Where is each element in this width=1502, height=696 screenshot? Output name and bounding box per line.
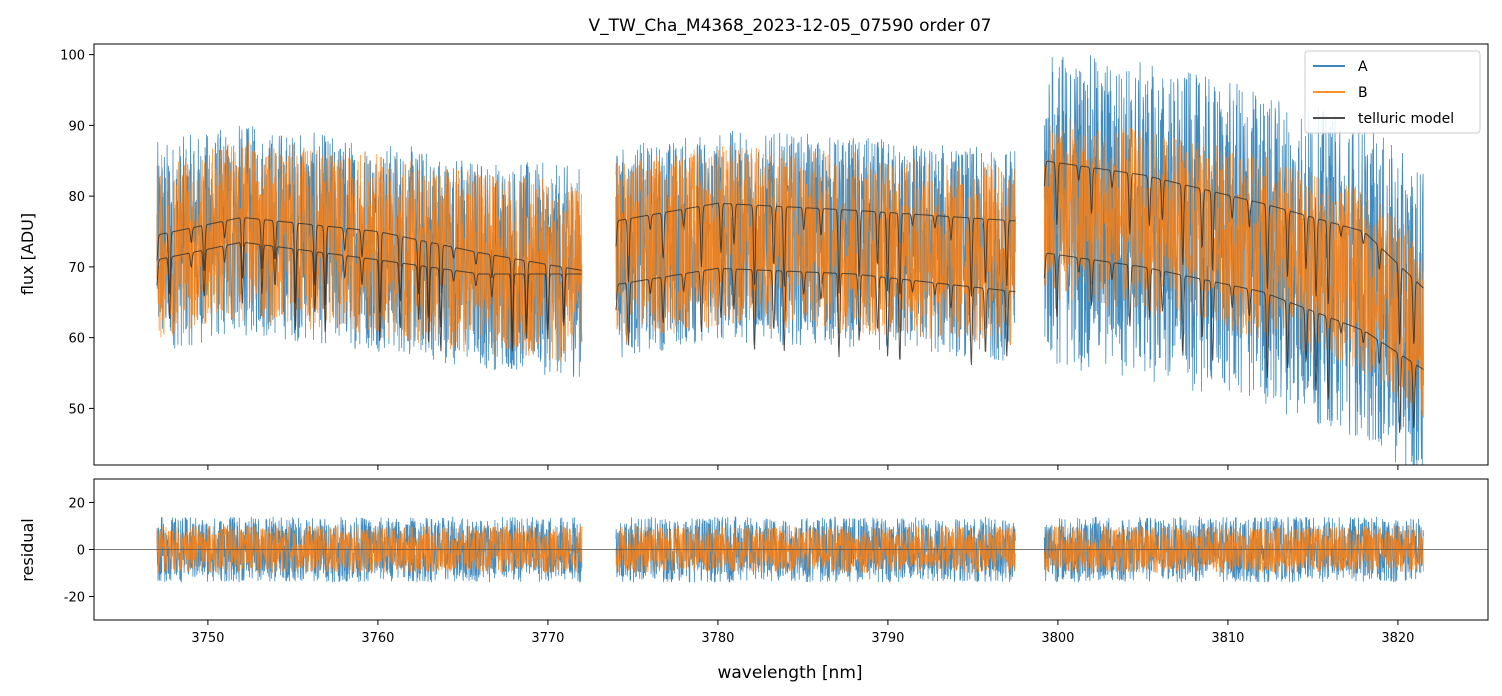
x-tick-label: 3780 xyxy=(701,631,734,646)
telluric-model-line xyxy=(1043,252,1424,433)
x-tick-label: 3810 xyxy=(1211,631,1244,646)
y-tick-label: 90 xyxy=(68,119,85,134)
y-tick-label: -20 xyxy=(64,591,85,606)
residual-b-segment xyxy=(156,525,583,574)
legend-label-b: B xyxy=(1358,85,1368,101)
series-b-segment xyxy=(1043,118,1424,418)
telluric-model-line xyxy=(156,242,582,352)
x-axis-label: wavelength [nm] xyxy=(717,663,862,683)
y-tick-label: 20 xyxy=(68,497,85,512)
series-a-segment xyxy=(1043,55,1424,465)
legend-frame xyxy=(1304,50,1481,134)
x-tick-label: 3750 xyxy=(191,631,224,646)
top-panel-frame xyxy=(93,43,1489,466)
telluric-model-line xyxy=(1043,160,1424,345)
residual-b-segment xyxy=(1043,525,1424,574)
y-tick-label: 70 xyxy=(68,261,85,276)
telluric-model-line xyxy=(615,202,1016,297)
y-tick-label: 80 xyxy=(68,190,85,205)
residual-panel: -20 0 20 3750 3760 3770 3780 3790 3800 3810 3820 xyxy=(64,478,1489,646)
y-tick-label: 100 xyxy=(60,49,85,64)
legend: A B telluric model xyxy=(1304,50,1481,134)
legend-label-telluric: telluric model xyxy=(1358,111,1454,127)
x-tick-label: 3800 xyxy=(1041,631,1074,646)
series-b-segment xyxy=(615,145,1016,345)
x-tick-label: 3770 xyxy=(531,631,564,646)
x-tick-label: 3760 xyxy=(361,631,394,646)
y-tick-label: 0 xyxy=(77,544,85,559)
flux-panel: 50 60 70 80 90 100 xyxy=(60,43,1489,470)
chart-title: V_TW_Cha_M4368_2023-12-05_07590 order 07 xyxy=(589,16,992,36)
x-tick-label: 3790 xyxy=(871,631,904,646)
y-tick-label: 50 xyxy=(68,402,85,417)
series-b-segment xyxy=(156,138,583,362)
flux-axis-ylabel: flux [ADU] xyxy=(18,213,37,295)
residual-axis-ylabel: residual xyxy=(18,518,37,581)
x-tick-label: 3820 xyxy=(1381,631,1414,646)
y-tick-label: 60 xyxy=(68,332,85,347)
legend-label-a: A xyxy=(1358,59,1368,75)
residual-b-segment xyxy=(615,524,1016,574)
top-panel-plot-area xyxy=(156,55,1424,465)
telluric-model-line xyxy=(615,267,1016,366)
bottom-panel-plot-area xyxy=(94,516,1488,583)
